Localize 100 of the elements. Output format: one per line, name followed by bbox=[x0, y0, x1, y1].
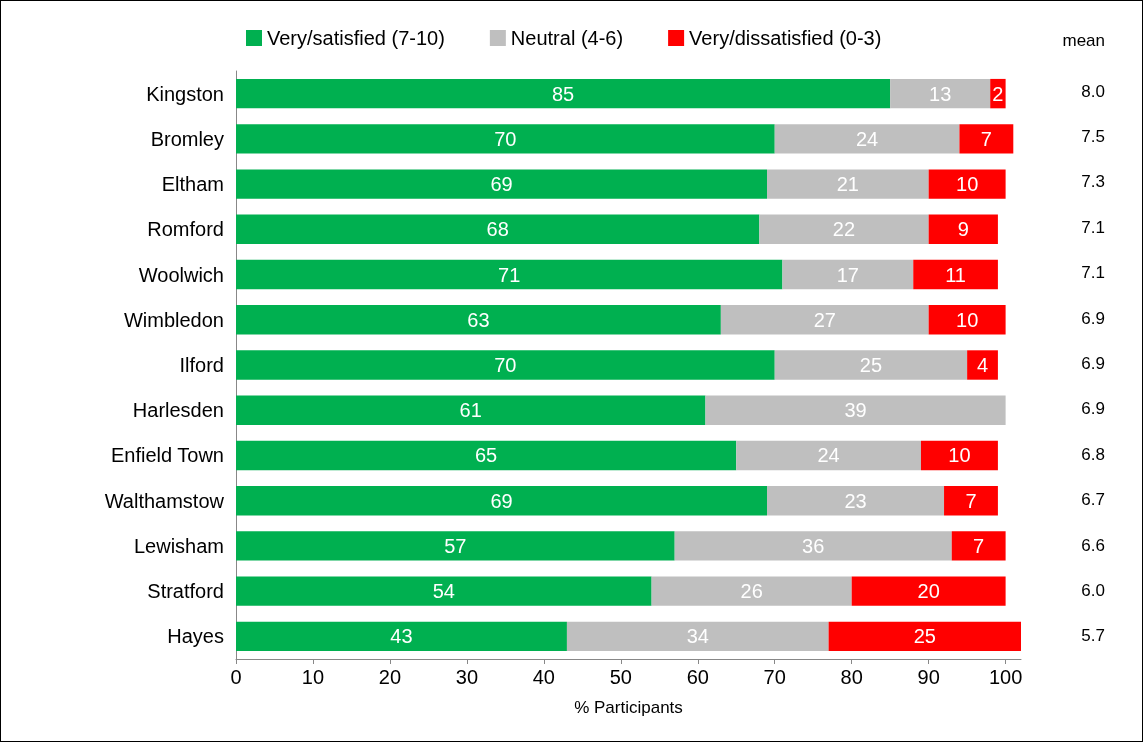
y-tick-label: Romford bbox=[147, 218, 224, 241]
data-label: 68 bbox=[486, 218, 509, 241]
x-tick-label: 40 bbox=[532, 666, 555, 688]
data-label: 23 bbox=[844, 489, 867, 512]
text: mean bbox=[1062, 31, 1106, 50]
bar bbox=[774, 124, 960, 154]
bar bbox=[928, 214, 998, 245]
bar bbox=[566, 621, 829, 652]
y-tick-label: Enfield Town bbox=[110, 444, 224, 467]
y-tick-label: Walthamstow bbox=[104, 489, 225, 512]
bar bbox=[674, 531, 952, 561]
bar bbox=[236, 531, 675, 561]
data-label: 69 bbox=[490, 173, 513, 196]
data-label: 65 bbox=[475, 444, 498, 467]
text: 5.7 bbox=[1081, 626, 1106, 646]
bar bbox=[720, 305, 929, 335]
bar bbox=[236, 395, 706, 425]
data-label: 36 bbox=[802, 534, 825, 557]
data-label: 10 bbox=[948, 444, 971, 467]
y-tick-label: Woolwich bbox=[138, 263, 224, 286]
bar bbox=[767, 169, 929, 199]
legend-label: Very/dissatisfied (0-3) bbox=[689, 27, 882, 49]
data-label: 63 bbox=[467, 308, 490, 331]
bar bbox=[951, 531, 1006, 561]
bar bbox=[767, 485, 945, 516]
bar bbox=[928, 305, 1006, 335]
bar bbox=[851, 576, 1006, 606]
bar bbox=[236, 169, 768, 199]
data-label: 10 bbox=[956, 308, 979, 331]
x-tick-label: 90 bbox=[917, 666, 940, 688]
y-tick-label: Eltham bbox=[161, 173, 224, 196]
bar bbox=[236, 305, 721, 335]
x-tick-label: 20 bbox=[378, 666, 402, 688]
legend-label: Neutral (4-6) bbox=[510, 27, 624, 49]
text: 7.5 bbox=[1081, 127, 1106, 147]
bar bbox=[651, 576, 852, 606]
x-axis-title: % Participants bbox=[574, 698, 683, 717]
bar bbox=[890, 78, 991, 109]
data-label: 2 bbox=[992, 82, 1004, 105]
data-label: 10 bbox=[956, 173, 979, 196]
data-label: 43 bbox=[390, 625, 413, 648]
text: 6.0 bbox=[1081, 580, 1106, 600]
data-label: 22 bbox=[832, 218, 856, 241]
y-tick-label: Stratford bbox=[147, 580, 224, 603]
x-tick-label: 70 bbox=[763, 666, 786, 688]
text: 7.3 bbox=[1081, 172, 1106, 192]
text: 7.1 bbox=[1081, 217, 1106, 237]
data-label: 7 bbox=[980, 127, 992, 150]
data-label: 57 bbox=[444, 534, 467, 557]
x-tick-label: 100 bbox=[988, 666, 1023, 688]
x-tick-label: 60 bbox=[686, 666, 709, 688]
text: 6.8 bbox=[1081, 444, 1106, 464]
data-label: 26 bbox=[740, 580, 763, 603]
bar bbox=[236, 350, 775, 380]
x-tick-label: 0 bbox=[230, 666, 242, 688]
x-tick-label: 50 bbox=[609, 666, 632, 688]
data-label: 24 bbox=[855, 127, 879, 150]
data-label: 11 bbox=[945, 263, 966, 286]
data-label: 4 bbox=[976, 354, 989, 376]
bar bbox=[967, 350, 998, 380]
text: 6.7 bbox=[1081, 490, 1106, 510]
text: 6.9 bbox=[1081, 308, 1106, 328]
text: 7.1 bbox=[1081, 263, 1106, 283]
bar bbox=[913, 259, 998, 290]
data-label: 61 bbox=[459, 399, 482, 422]
data-label: 17 bbox=[836, 263, 859, 286]
bar bbox=[236, 576, 652, 606]
bar bbox=[236, 621, 567, 652]
y-tick-label: Wimbledon bbox=[123, 308, 224, 331]
data-label: 25 bbox=[859, 354, 883, 376]
data-label: 7 bbox=[973, 534, 985, 557]
bar bbox=[944, 485, 998, 516]
data-label: 9 bbox=[957, 218, 969, 241]
bar bbox=[236, 485, 768, 516]
bar bbox=[236, 124, 775, 154]
data-label: 21 bbox=[836, 173, 859, 196]
data-label: 70 bbox=[494, 127, 517, 150]
bar bbox=[928, 169, 1006, 199]
legend-label: Very/satisfied (7-10) bbox=[267, 27, 445, 49]
data-label: 27 bbox=[813, 308, 836, 331]
y-tick-label: Lewisham bbox=[133, 534, 224, 557]
x-tick-label: 10 bbox=[301, 666, 325, 688]
bar bbox=[959, 124, 1014, 154]
bar bbox=[705, 395, 1006, 425]
bar bbox=[782, 259, 914, 290]
bar bbox=[920, 440, 998, 471]
bar bbox=[774, 350, 968, 380]
bar bbox=[736, 440, 921, 471]
data-label: 54 bbox=[432, 580, 455, 603]
y-tick-label: Hayes bbox=[167, 625, 224, 648]
bar bbox=[236, 440, 737, 471]
data-label: 85 bbox=[551, 82, 575, 105]
data-label: 20 bbox=[917, 580, 940, 603]
bar bbox=[828, 621, 1021, 652]
bar bbox=[236, 78, 891, 109]
bar bbox=[236, 214, 760, 245]
data-label: 39 bbox=[844, 399, 867, 422]
data-label: 25 bbox=[913, 625, 936, 648]
text: 6.9 bbox=[1081, 354, 1106, 373]
data-label: 70 bbox=[494, 354, 517, 376]
